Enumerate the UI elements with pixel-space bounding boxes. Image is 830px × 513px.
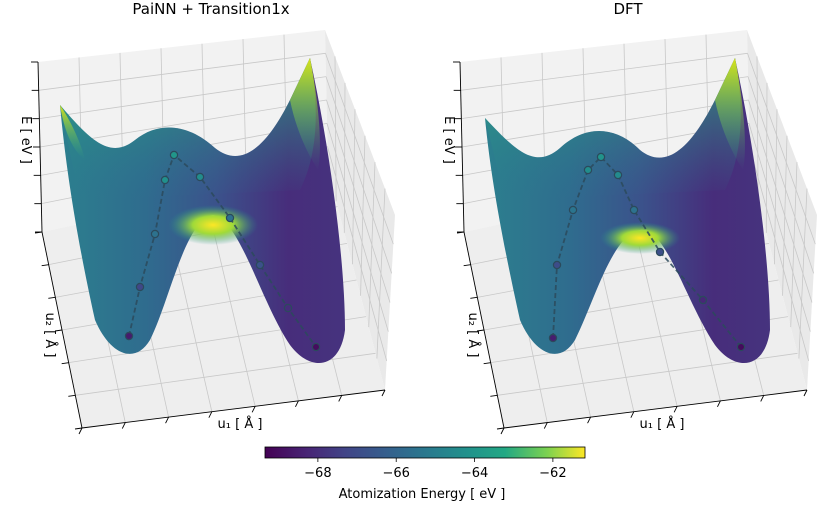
surface-peak bbox=[715, 58, 745, 170]
path-point bbox=[195, 172, 205, 182]
chart-title: DFT bbox=[613, 0, 643, 18]
pane-grid-line bbox=[460, 52, 748, 91]
axis-tick bbox=[496, 427, 505, 430]
path-point bbox=[698, 295, 708, 305]
colorbar-tick-label: −68 bbox=[304, 466, 331, 481]
pane-grid-line bbox=[748, 123, 811, 332]
panel: PaiNN + Transition1x E [ eV ] u₂ [ Å ] u… bbox=[18, 0, 395, 435]
axis-tick bbox=[48, 296, 56, 299]
x-axis-label: u₁ [ Å ] bbox=[640, 416, 685, 432]
axis-tick bbox=[630, 411, 635, 418]
path-point bbox=[552, 260, 562, 270]
z-axis-label: E [ eV ] bbox=[441, 116, 456, 164]
colorbar-gradient bbox=[264, 446, 586, 459]
chart-title: PaiNN + Transition1x bbox=[132, 0, 289, 18]
axis-tick bbox=[470, 296, 478, 299]
y-axis bbox=[41, 231, 83, 429]
axis-tick bbox=[251, 406, 256, 413]
axis-tick bbox=[54, 329, 63, 332]
axis-tick bbox=[476, 329, 485, 332]
pane-grid-line bbox=[38, 52, 326, 91]
panel: DFT E [ eV ] u₂ [ Å ] u₁ [ Å ] bbox=[441, 0, 817, 435]
path-point bbox=[124, 331, 134, 341]
path-point bbox=[160, 175, 170, 185]
z-axis-label: E [ eV ] bbox=[18, 116, 33, 164]
surface-shade bbox=[485, 58, 741, 200]
axis-tick bbox=[490, 394, 498, 397]
y-axis bbox=[463, 231, 505, 429]
axis-tick bbox=[717, 400, 721, 408]
axis-tick bbox=[381, 389, 386, 397]
pane-grid-line bbox=[461, 76, 749, 120]
axis-tick bbox=[803, 389, 808, 397]
colorbar-tick-label: −66 bbox=[382, 466, 409, 481]
pane-grid-line bbox=[325, 76, 393, 274]
path-point bbox=[150, 229, 160, 239]
z-axis bbox=[459, 61, 465, 233]
path-point bbox=[568, 205, 578, 215]
surface-peak bbox=[60, 105, 85, 160]
x-axis-label: u₁ [ Å ] bbox=[218, 416, 263, 432]
path-point bbox=[583, 165, 593, 175]
pane-grid-line bbox=[325, 53, 394, 245]
colorbar: Atomization Energy [ eV ] −68 −66 −64 −62 bbox=[264, 446, 586, 502]
path-point bbox=[225, 213, 235, 223]
axis-tick bbox=[295, 400, 299, 408]
pane-grid-line bbox=[39, 76, 327, 120]
axis-tick bbox=[41, 264, 49, 267]
pane-grid-line bbox=[749, 146, 810, 361]
axis-tick bbox=[74, 427, 83, 430]
side-pane bbox=[747, 30, 817, 390]
path-point bbox=[548, 333, 558, 343]
surface-highlight bbox=[168, 205, 258, 245]
path-point bbox=[596, 152, 606, 162]
path-point bbox=[135, 282, 145, 292]
path-point bbox=[283, 303, 293, 313]
axis-tick bbox=[760, 395, 765, 402]
axis-tick bbox=[78, 427, 83, 435]
path-point bbox=[311, 342, 321, 352]
axis-tick bbox=[500, 427, 505, 435]
pane-grid-line bbox=[748, 99, 813, 303]
axis-tick bbox=[587, 416, 591, 424]
side-pane bbox=[325, 30, 395, 390]
y-axis-label: u₂ [ Å ] bbox=[465, 313, 481, 358]
axis-tick bbox=[543, 422, 548, 429]
axis-tick bbox=[61, 362, 69, 365]
path-point bbox=[629, 205, 639, 215]
pane-grid-line bbox=[326, 99, 391, 303]
reaction-path bbox=[552, 155, 742, 348]
surface-peak bbox=[290, 58, 320, 170]
z-axis bbox=[37, 61, 43, 233]
pane-grid-line bbox=[747, 76, 815, 274]
pane-grid-line bbox=[327, 146, 388, 361]
colorbar-tick-label: −64 bbox=[461, 466, 488, 481]
reaction-path bbox=[128, 153, 317, 348]
axis-tick bbox=[483, 362, 491, 365]
path-point bbox=[255, 260, 265, 270]
axis-tick bbox=[68, 394, 76, 397]
axis-tick bbox=[338, 395, 343, 402]
surface-highlight bbox=[600, 222, 680, 254]
path-point bbox=[736, 342, 746, 352]
colorbar-tick-label: −62 bbox=[539, 466, 566, 481]
x-axis bbox=[503, 389, 808, 429]
axis-tick bbox=[673, 406, 678, 413]
x-axis bbox=[81, 389, 386, 429]
path-point bbox=[169, 150, 179, 160]
axis-tick bbox=[208, 411, 213, 418]
y-axis-label: u₂ [ Å ] bbox=[42, 313, 58, 358]
pane-grid-line bbox=[326, 123, 389, 332]
path-point bbox=[613, 170, 623, 180]
axis-tick bbox=[121, 422, 126, 429]
surface-shade bbox=[60, 58, 316, 200]
colorbar-label: Atomization Energy [ eV ] bbox=[339, 487, 506, 502]
axis-tick bbox=[165, 416, 169, 424]
path-point bbox=[655, 247, 665, 257]
pane-grid-line bbox=[747, 53, 816, 245]
pane-grid-line bbox=[461, 99, 749, 148]
axis-tick bbox=[463, 264, 471, 267]
